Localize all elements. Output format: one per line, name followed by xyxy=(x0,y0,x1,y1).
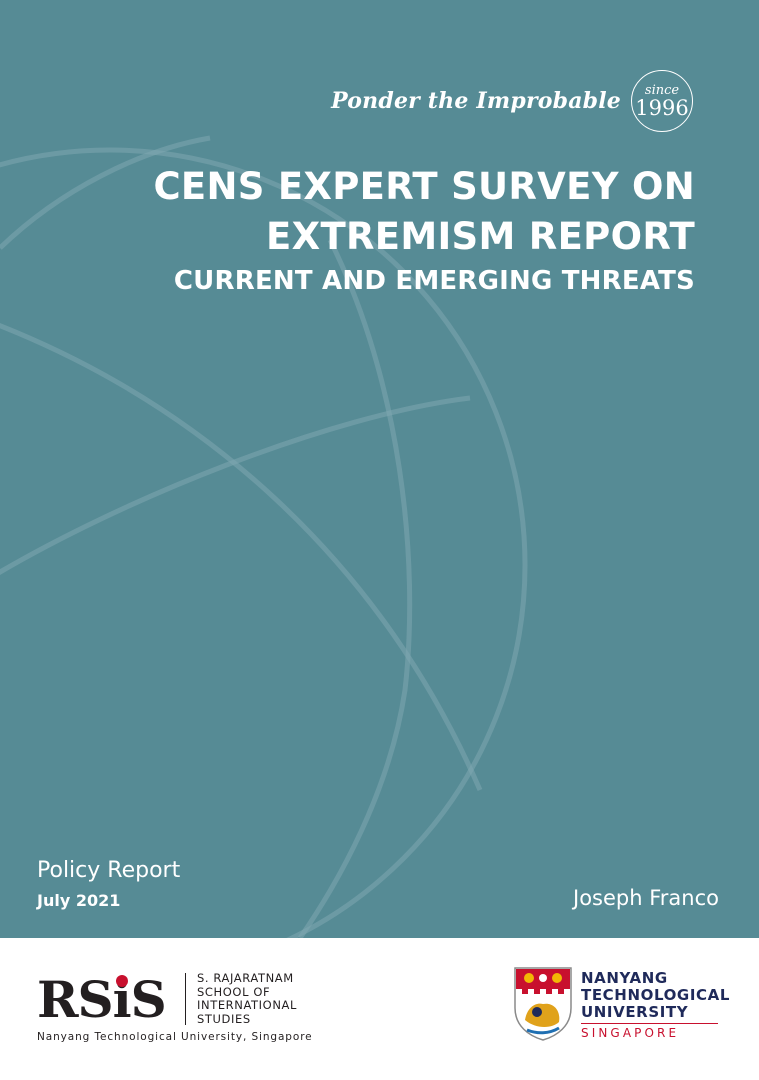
globe-lines-icon xyxy=(0,135,528,938)
report-type: Policy Report xyxy=(37,858,181,883)
ntu-logo: NANYANG TECHNOLOGICAL UNIVERSITY SINGAPO… xyxy=(513,966,733,1046)
rsis-wordmark: RSiS xyxy=(37,970,167,1030)
rsis-school-line: INTERNATIONAL xyxy=(197,998,297,1012)
ntu-name: NANYANG TECHNOLOGICAL UNIVERSITY xyxy=(581,970,730,1021)
rsis-logo: RSiS S. RAJARATNAM SCHOOL OF INTERNATION… xyxy=(37,970,312,1050)
ntu-name-line: UNIVERSITY xyxy=(581,1003,689,1021)
rsis-subline: Nanyang Technological University, Singap… xyxy=(37,1031,313,1043)
tagline: Ponder the Improbable xyxy=(331,88,621,114)
title-block: CENS EXPERT SURVEY ON EXTREMISM REPORT C… xyxy=(153,162,695,298)
report-title-line-2: EXTREMISM REPORT xyxy=(266,215,695,258)
rsis-school-name: S. RAJARATNAM SCHOOL OF INTERNATIONAL ST… xyxy=(197,971,297,1026)
ntu-name-line: NANYANG xyxy=(581,969,668,987)
cover-panel: Ponder the Improbable since 1996 CENS EX… xyxy=(0,0,759,938)
author-name: Joseph Franco xyxy=(573,886,719,910)
rsis-mark-suffix: S xyxy=(130,970,167,1029)
ntu-name-line: TECHNOLOGICAL xyxy=(581,986,730,1004)
ntu-country: SINGAPORE xyxy=(581,1026,680,1040)
rsis-school-line: SCHOOL OF xyxy=(197,984,271,999)
ntu-rule xyxy=(581,1023,718,1024)
since-1996-badge: since 1996 xyxy=(631,70,693,132)
footer-logos: RSiS S. RAJARATNAM SCHOOL OF INTERNATION… xyxy=(0,938,759,1080)
rsis-mark-prefix: RS xyxy=(37,970,114,1029)
rsis-divider xyxy=(185,973,186,1025)
badge-year: 1996 xyxy=(635,95,689,120)
rsis-mark-i: i xyxy=(112,970,132,1029)
report-date: July 2021 xyxy=(37,891,121,910)
tagline-row: Ponder the Improbable since 1996 xyxy=(331,70,693,132)
badge-since: since xyxy=(644,82,680,98)
rsis-school-line: STUDIES xyxy=(197,1011,251,1026)
rsis-school-line: S. RAJARATNAM xyxy=(197,971,294,985)
ntu-crest-icon xyxy=(514,967,572,1041)
report-subtitle: CURRENT AND EMERGING THREATS xyxy=(173,266,695,296)
report-title-line-1: CENS EXPERT SURVEY ON xyxy=(153,165,695,208)
